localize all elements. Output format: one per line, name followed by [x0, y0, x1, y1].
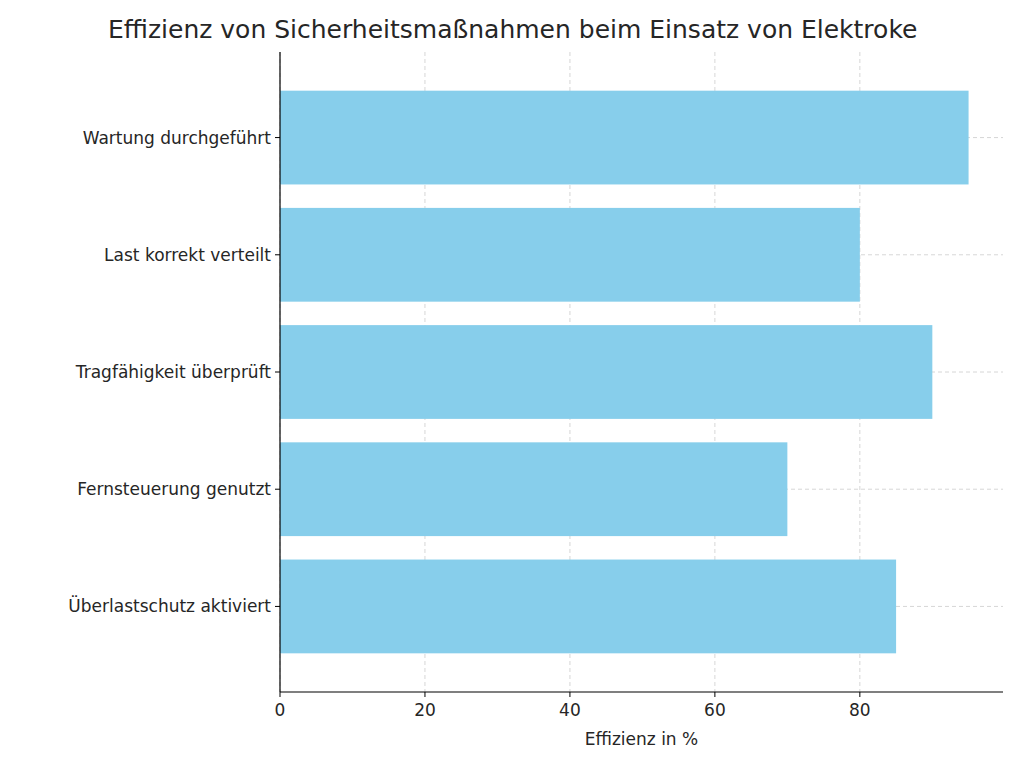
chart-root: 0 20 40 60 80 Wartung durchgeführt Last korrek…	[0, 0, 1024, 768]
x-tick-label: 80	[849, 700, 871, 720]
y-tick-label: Wartung durchgeführt	[83, 128, 272, 148]
y-tick-label: Tragfähigkeit überprüft	[75, 362, 272, 382]
x-tick	[714, 692, 715, 697]
x-tick-label: 60	[704, 700, 726, 720]
x-tick-label: 40	[559, 700, 581, 720]
y-tick	[275, 489, 280, 490]
y-tick	[275, 254, 280, 255]
y-tick-label: Überlastschutz aktiviert	[68, 595, 271, 616]
bar	[280, 560, 896, 654]
x-axis-line	[280, 691, 1003, 692]
x-tick-label: 0	[275, 700, 286, 720]
bar	[280, 91, 969, 185]
bars	[280, 91, 969, 654]
x-tick	[424, 692, 425, 697]
x-tick	[280, 692, 281, 697]
x-tick	[569, 692, 570, 697]
x-tick	[859, 692, 860, 697]
chart: 0 20 40 60 80 Wartung durchgeführt Last korrek…	[0, 0, 1024, 768]
y-tick	[275, 372, 280, 373]
background	[0, 0, 1024, 768]
x-tick-label: 20	[414, 700, 436, 720]
x-axis-label: Effizienz in %	[585, 729, 698, 749]
grid	[280, 52, 1003, 692]
y-tick	[275, 606, 280, 607]
title: Effizienz von Sicherheitsmaßnahmen beim …	[108, 15, 917, 44]
y-tick	[275, 137, 280, 138]
y-tick-label: Fernsteuerung genutzt	[77, 479, 271, 499]
bar	[280, 208, 860, 302]
bar	[280, 442, 787, 536]
bar	[280, 325, 932, 419]
y-tick-label: Last korrekt verteilt	[104, 245, 271, 265]
